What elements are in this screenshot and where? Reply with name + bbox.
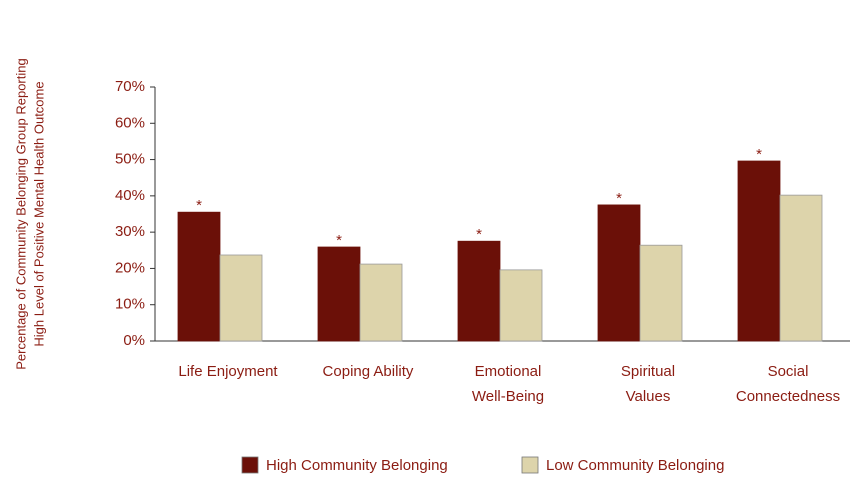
- legend-swatch: [241, 456, 259, 474]
- bar: [219, 254, 263, 342]
- bar: [779, 194, 823, 342]
- y-tick-label: 50%: [115, 151, 145, 168]
- legend-swatch: [521, 456, 539, 474]
- x-tick-label: Connectedness: [736, 388, 840, 405]
- y-tick-label: 70%: [115, 78, 145, 95]
- x-tick-label: Values: [626, 388, 671, 405]
- x-tick-label: Spiritual: [621, 363, 675, 380]
- y-tick-label: 0%: [123, 332, 145, 349]
- legend-label: Low Community Belonging: [546, 457, 724, 474]
- y-tick-label: 20%: [115, 259, 145, 276]
- y-axis-title: Percentage of Community Belonging Group …: [13, 58, 46, 369]
- y-axis-title-line: Percentage of Community Belonging Group …: [13, 58, 28, 369]
- bar: [359, 263, 403, 342]
- bar: [639, 244, 683, 342]
- x-tick-label: Emotional: [475, 363, 542, 380]
- annotation: *: [616, 190, 622, 207]
- y-tick-label: 60%: [115, 114, 145, 131]
- annotation: *: [476, 226, 482, 243]
- x-tick-label: Life Enjoyment: [178, 363, 278, 380]
- annotation: *: [336, 232, 342, 249]
- y-tick-label: 10%: [115, 296, 145, 313]
- x-tick-label: Social: [768, 363, 809, 380]
- x-tick-label: Well-Being: [472, 388, 544, 405]
- bar: [597, 204, 641, 342]
- legend-label: High Community Belonging: [266, 457, 448, 474]
- y-axis-title-line: High Level of Positive Mental Health Out…: [31, 81, 46, 346]
- bar: [177, 211, 221, 342]
- y-tick-label: 30%: [115, 223, 145, 240]
- bar: [499, 269, 543, 342]
- bar: [457, 240, 501, 342]
- bar: [317, 246, 361, 342]
- x-tick-label: Coping Ability: [323, 363, 414, 380]
- annotation: *: [756, 146, 762, 163]
- bar: [737, 160, 781, 342]
- y-tick-label: 40%: [115, 187, 145, 204]
- annotation: *: [196, 197, 202, 214]
